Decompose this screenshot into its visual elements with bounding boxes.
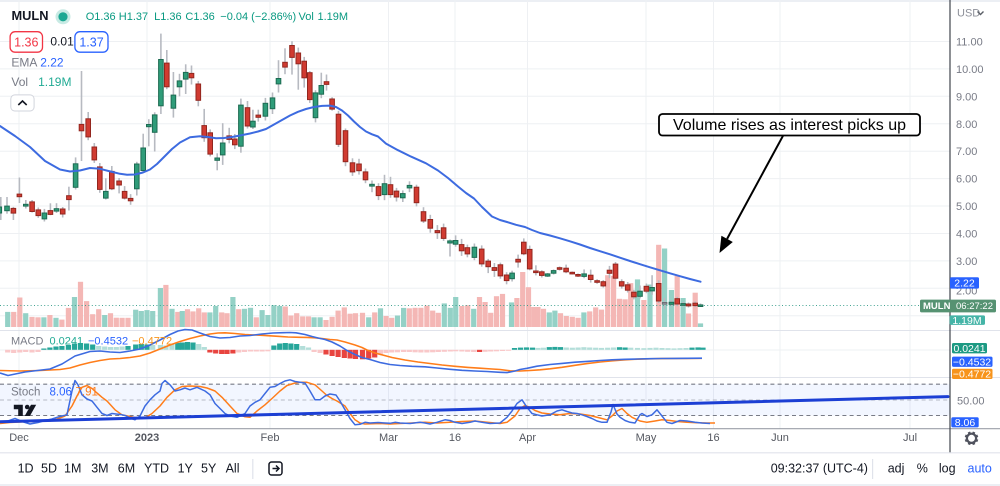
svg-text:1D: 1D [18,462,34,476]
svg-text:O1.36: O1.36 [86,11,116,23]
svg-text:06:27:22: 06:27:22 [956,301,993,312]
svg-text:−0.4532: −0.4532 [953,356,991,368]
svg-text:7.91: 7.91 [76,387,98,399]
svg-text:Dec: Dec [9,432,29,444]
svg-text:5Y: 5Y [201,462,217,476]
svg-text:6.00: 6.00 [956,174,977,186]
svg-text:Jun: Jun [771,432,789,444]
svg-text:50.00: 50.00 [957,395,985,407]
svg-text:7.00: 7.00 [956,146,977,158]
svg-text:auto: auto [968,462,992,476]
svg-text:L1.36: L1.36 [154,11,182,23]
svg-text:11.00: 11.00 [956,37,983,49]
svg-text:Feb: Feb [261,432,280,444]
svg-text:−0.04 (−2.86%): −0.04 (−2.86%) [220,11,296,23]
svg-text:2023: 2023 [135,432,159,444]
svg-text:3M: 3M [91,462,108,476]
svg-text:8.00: 8.00 [956,119,977,131]
svg-text:10.00: 10.00 [956,64,984,76]
svg-text:1.19M: 1.19M [38,75,71,89]
svg-text:Vol: Vol [299,11,314,23]
svg-text:1.37: 1.37 [79,35,103,49]
svg-text:MULN: MULN [923,301,951,312]
svg-text:YTD: YTD [144,462,169,476]
svg-text:1.19M: 1.19M [952,315,981,327]
svg-text:C1.36: C1.36 [185,11,214,23]
svg-text:Mar: Mar [379,432,398,444]
svg-text:16: 16 [707,432,719,444]
svg-text:3.00: 3.00 [956,256,977,268]
svg-text:Vol: Vol [11,75,28,89]
svg-text:Volume rises as interest picks: Volume rises as interest picks up [673,117,906,134]
svg-text:2.22: 2.22 [40,56,64,70]
svg-text:8.06: 8.06 [955,417,976,429]
svg-text:2.22: 2.22 [954,278,975,290]
svg-text:%: % [917,462,928,476]
svg-text:Stoch: Stoch [11,387,40,399]
svg-text:1.36: 1.36 [14,35,38,49]
svg-text:adj: adj [888,462,905,476]
svg-text:All: All [226,462,240,476]
svg-text:log: log [939,462,956,476]
svg-text:EMA: EMA [11,56,37,70]
svg-text:USD: USD [957,8,980,20]
svg-text:8.06: 8.06 [50,387,72,399]
svg-text:0.0241: 0.0241 [50,336,84,348]
svg-text:16: 16 [449,432,461,444]
svg-text:−0.4532: −0.4532 [88,336,128,348]
svg-text:H1.37: H1.37 [119,11,148,23]
svg-text:1M: 1M [64,462,81,476]
svg-text:5D: 5D [41,462,57,476]
svg-text:9.00: 9.00 [956,91,977,103]
svg-text:MACD: MACD [11,336,43,348]
svg-text:5.00: 5.00 [956,201,977,213]
svg-text:1.19M: 1.19M [318,11,349,23]
svg-text:Jul: Jul [903,432,917,444]
svg-text:MULN: MULN [12,8,49,23]
svg-text:Apr: Apr [519,432,536,444]
svg-text:0.0241: 0.0241 [953,343,985,355]
svg-text:−0.4772: −0.4772 [953,369,991,381]
svg-text:−0.4772: −0.4772 [132,336,172,348]
svg-text:6M: 6M [118,462,135,476]
svg-text:May: May [636,432,657,444]
svg-text:4.00: 4.00 [956,229,977,241]
svg-text:0.01: 0.01 [50,35,74,49]
svg-text:09:32:37 (UTC-4): 09:32:37 (UTC-4) [771,462,868,476]
svg-text:1Y: 1Y [178,462,194,476]
